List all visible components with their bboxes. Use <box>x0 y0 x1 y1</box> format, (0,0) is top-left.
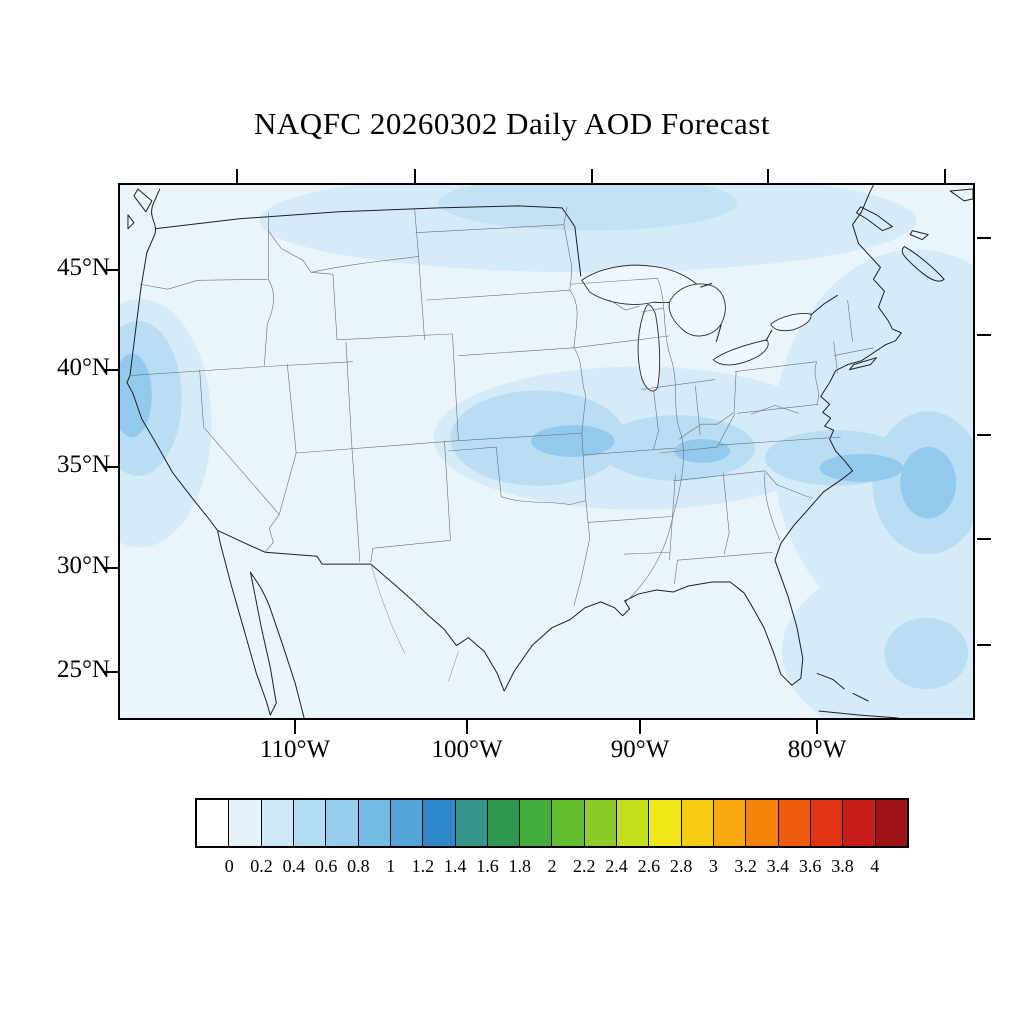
top-axis-tick <box>236 169 238 183</box>
colorbar-tick-label: 3 <box>708 856 718 876</box>
colorbar-cell <box>875 800 907 846</box>
longitude-tick-label: 80°W <box>787 736 847 763</box>
colorbar-cell <box>423 800 456 846</box>
colorbar-tick-label: 2.2 <box>573 856 596 876</box>
colorbar-cell <box>617 800 650 846</box>
foreign-borders-layer <box>370 564 459 682</box>
colorbar-cell <box>390 800 424 846</box>
colorbar-cell <box>584 800 618 846</box>
longitude-tick-label: 100°W <box>431 736 503 763</box>
right-axis-tick <box>977 334 991 336</box>
right-axis-tick <box>977 538 991 540</box>
great-lakes-layer <box>581 264 812 392</box>
colorbar-cell <box>487 800 521 846</box>
latitude-tick-label: 35°N <box>56 451 110 478</box>
bottom-axis-tick <box>639 720 641 734</box>
colorbar-cell <box>455 800 488 846</box>
map-plot-area <box>118 183 975 720</box>
latitude-tick-label: 25°N <box>56 656 110 683</box>
colorbar-tick-label: 2 <box>547 856 557 876</box>
colorbar-cell <box>714 800 747 846</box>
conus-map <box>120 185 973 718</box>
colorbar-cell <box>358 800 391 846</box>
longitude-tick-label: 90°W <box>610 736 670 763</box>
state-borders-layer <box>129 206 874 606</box>
colorbar-cell <box>261 800 294 846</box>
colorbar-tick-label: 1.6 <box>476 856 499 876</box>
colorbar-tick-label: 0.6 <box>314 856 338 876</box>
colorbar-cell <box>746 800 779 846</box>
colorbar-cell <box>197 800 230 846</box>
colorbar <box>195 798 909 848</box>
left-axis-tick <box>104 269 118 271</box>
colorbar-tick-label: 3.8 <box>831 856 854 876</box>
colorbar-cell <box>778 800 811 846</box>
right-axis-tick <box>977 644 991 646</box>
bottom-axis-tick <box>816 720 818 734</box>
colorbar-tick-label: 2.6 <box>637 856 661 876</box>
top-axis-tick <box>414 169 416 183</box>
lake-erie <box>712 339 769 366</box>
colorbar-tick-label: 0 <box>224 856 234 876</box>
colorbar-cell <box>843 800 876 846</box>
colorbar-tick-label: 3.2 <box>734 856 757 876</box>
right-axis-tick <box>977 434 991 436</box>
colorbar-tick-label: 2.4 <box>605 856 628 876</box>
longitude-tick-label: 110°W <box>259 736 331 763</box>
colorbar-tick-label: 0.2 <box>250 856 273 876</box>
colorbar-tick-label: 4 <box>870 856 880 876</box>
latitude-tick-label: 45°N <box>56 254 110 281</box>
left-axis-tick <box>104 567 118 569</box>
left-axis-tick <box>104 369 118 371</box>
lake-huron <box>668 283 726 337</box>
colorbar-cell <box>520 800 553 846</box>
colorbar-cell <box>649 800 682 846</box>
colorbar-tick-label: 1.8 <box>508 856 531 876</box>
top-axis-tick <box>944 169 946 183</box>
colorbar-tick-label: 1 <box>386 856 396 876</box>
latitude-tick-label: 40°N <box>56 354 110 381</box>
left-axis-tick <box>104 671 118 673</box>
colorbar-tick-label: 1.4 <box>443 856 467 876</box>
colorbar-cell <box>552 800 585 846</box>
colorbar-cell <box>229 800 262 846</box>
figure-title: NAQFC 20260302 Daily AOD Forecast <box>254 106 770 141</box>
top-axis-tick <box>767 169 769 183</box>
lake-ontario <box>770 313 812 332</box>
colorbar-cell <box>326 800 359 846</box>
left-axis-tick <box>104 466 118 468</box>
colorbar-tick-label: 3.4 <box>766 856 790 876</box>
right-axis-tick <box>977 237 991 239</box>
colorbar-tick-label: 2.8 <box>669 856 693 876</box>
colorbar-tick-label: 0.4 <box>282 856 306 876</box>
bottom-axis-tick <box>466 720 468 734</box>
aod-shading-layer <box>120 185 973 718</box>
colorbar-cell <box>681 800 714 846</box>
colorbar-tick-label: 1.2 <box>411 856 435 876</box>
top-axis-tick <box>591 169 593 183</box>
latitude-tick-label: 30°N <box>56 552 110 579</box>
colorbar-cell <box>810 800 844 846</box>
colorbar-tick-label: 0.8 <box>347 856 370 876</box>
colorbar-cell <box>293 800 327 846</box>
colorbar-tick-label: 3.6 <box>798 856 822 876</box>
bottom-axis-tick <box>294 720 296 734</box>
